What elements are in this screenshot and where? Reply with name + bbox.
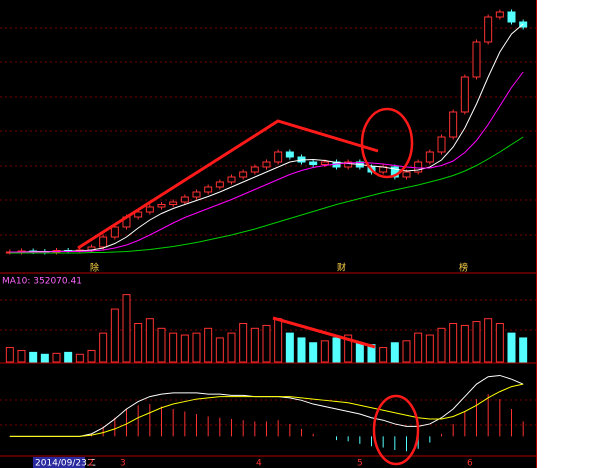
- volume-bar: [297, 337, 306, 363]
- volume-bar: [29, 351, 38, 363]
- volume-bar: [519, 337, 528, 363]
- candle-body: [285, 151, 294, 158]
- event-marker: 除: [90, 262, 99, 274]
- candle-body: [449, 111, 458, 138]
- candle-body: [472, 41, 481, 78]
- volume-bar: [5, 347, 14, 363]
- candle-body: [460, 76, 469, 113]
- moving-average: [9, 136, 524, 254]
- volume-bar: [274, 318, 283, 363]
- x-label: 6: [467, 459, 473, 468]
- volume-bar: [507, 332, 516, 363]
- x-label: 4: [256, 459, 262, 468]
- volume-bar: [379, 347, 388, 363]
- candle-body: [169, 201, 178, 205]
- volume-bar: [460, 324, 469, 363]
- event-marker: 财: [337, 262, 346, 274]
- panel-borders: [0, 0, 537, 468]
- volume-bar: [449, 323, 458, 363]
- volume-bar: [145, 318, 154, 363]
- event-marker: 榜: [459, 262, 468, 274]
- volume-bar: [40, 353, 49, 363]
- candle-body: [180, 196, 189, 203]
- volume-bar: [134, 323, 143, 363]
- annotations: [77, 107, 420, 466]
- volume-bar: [227, 332, 236, 363]
- candle-body: [274, 151, 283, 163]
- candle-body: [239, 171, 248, 178]
- candle-body: [507, 11, 516, 23]
- volume-bar: [215, 337, 224, 363]
- volume-bar: [332, 337, 341, 363]
- volume-bar: [239, 323, 248, 363]
- volume-bar: [320, 340, 329, 363]
- candle-body: [414, 161, 423, 173]
- x-label: 2: [88, 459, 94, 468]
- candle-body: [227, 176, 236, 183]
- candle-body: [204, 186, 213, 193]
- volume-bar: [87, 349, 96, 363]
- volume-bar: [472, 321, 481, 363]
- volume-bar: [344, 334, 353, 363]
- plot: [5, 9, 528, 452]
- date-label: 2014/09/23二: [35, 459, 96, 468]
- volume-bar: [250, 327, 259, 363]
- volume-bar: [157, 327, 166, 363]
- volume-bar: [355, 342, 364, 363]
- volume-bar: [204, 327, 213, 363]
- candle-body: [344, 161, 353, 168]
- dea-line: [9, 383, 524, 437]
- candle-body: [250, 166, 259, 173]
- volume-bar: [110, 308, 119, 363]
- volume-bar: [390, 342, 399, 363]
- volume-bar: [180, 334, 189, 363]
- candle-body: [402, 171, 411, 178]
- candle-body: [425, 151, 434, 163]
- volume-bar: [75, 353, 84, 363]
- candle-body: [215, 181, 224, 188]
- candle-body: [495, 11, 504, 18]
- candle-body: [309, 161, 318, 165]
- candle-body: [110, 226, 119, 238]
- candle-body: [99, 236, 108, 248]
- volume-bar: [99, 332, 108, 363]
- candle-body: [145, 206, 154, 213]
- x-label: 3: [120, 459, 126, 468]
- volume-bar: [495, 323, 504, 363]
- volume-bar: [192, 332, 201, 363]
- volume-bar: [437, 327, 446, 363]
- candle-body: [484, 16, 493, 43]
- candle-body: [192, 191, 201, 198]
- volume-bar: [285, 332, 294, 363]
- x-label: 5: [357, 459, 363, 468]
- volume-bar: [484, 318, 493, 363]
- candle-body: [157, 204, 166, 208]
- volume-bar: [52, 352, 61, 363]
- candle-body: [320, 161, 329, 165]
- date-box: [33, 457, 85, 468]
- volume-bar: [309, 342, 318, 363]
- chart-background: [0, 0, 537, 468]
- volume-bar: [64, 351, 73, 363]
- moving-average: [9, 71, 524, 253]
- volume-bar: [17, 349, 26, 363]
- volume-bar: [402, 340, 411, 363]
- volume-bar: [414, 332, 423, 363]
- volume-bar: [122, 294, 131, 363]
- volume-ma-label: MA10: 352070.41: [2, 277, 82, 287]
- candle-body: [134, 211, 143, 218]
- volume-bar: [169, 332, 178, 363]
- candle-body: [437, 136, 446, 153]
- moving-average: [9, 23, 524, 253]
- candle-body: [262, 161, 271, 168]
- volume-bar: [425, 334, 434, 363]
- volume-bar: [262, 324, 271, 363]
